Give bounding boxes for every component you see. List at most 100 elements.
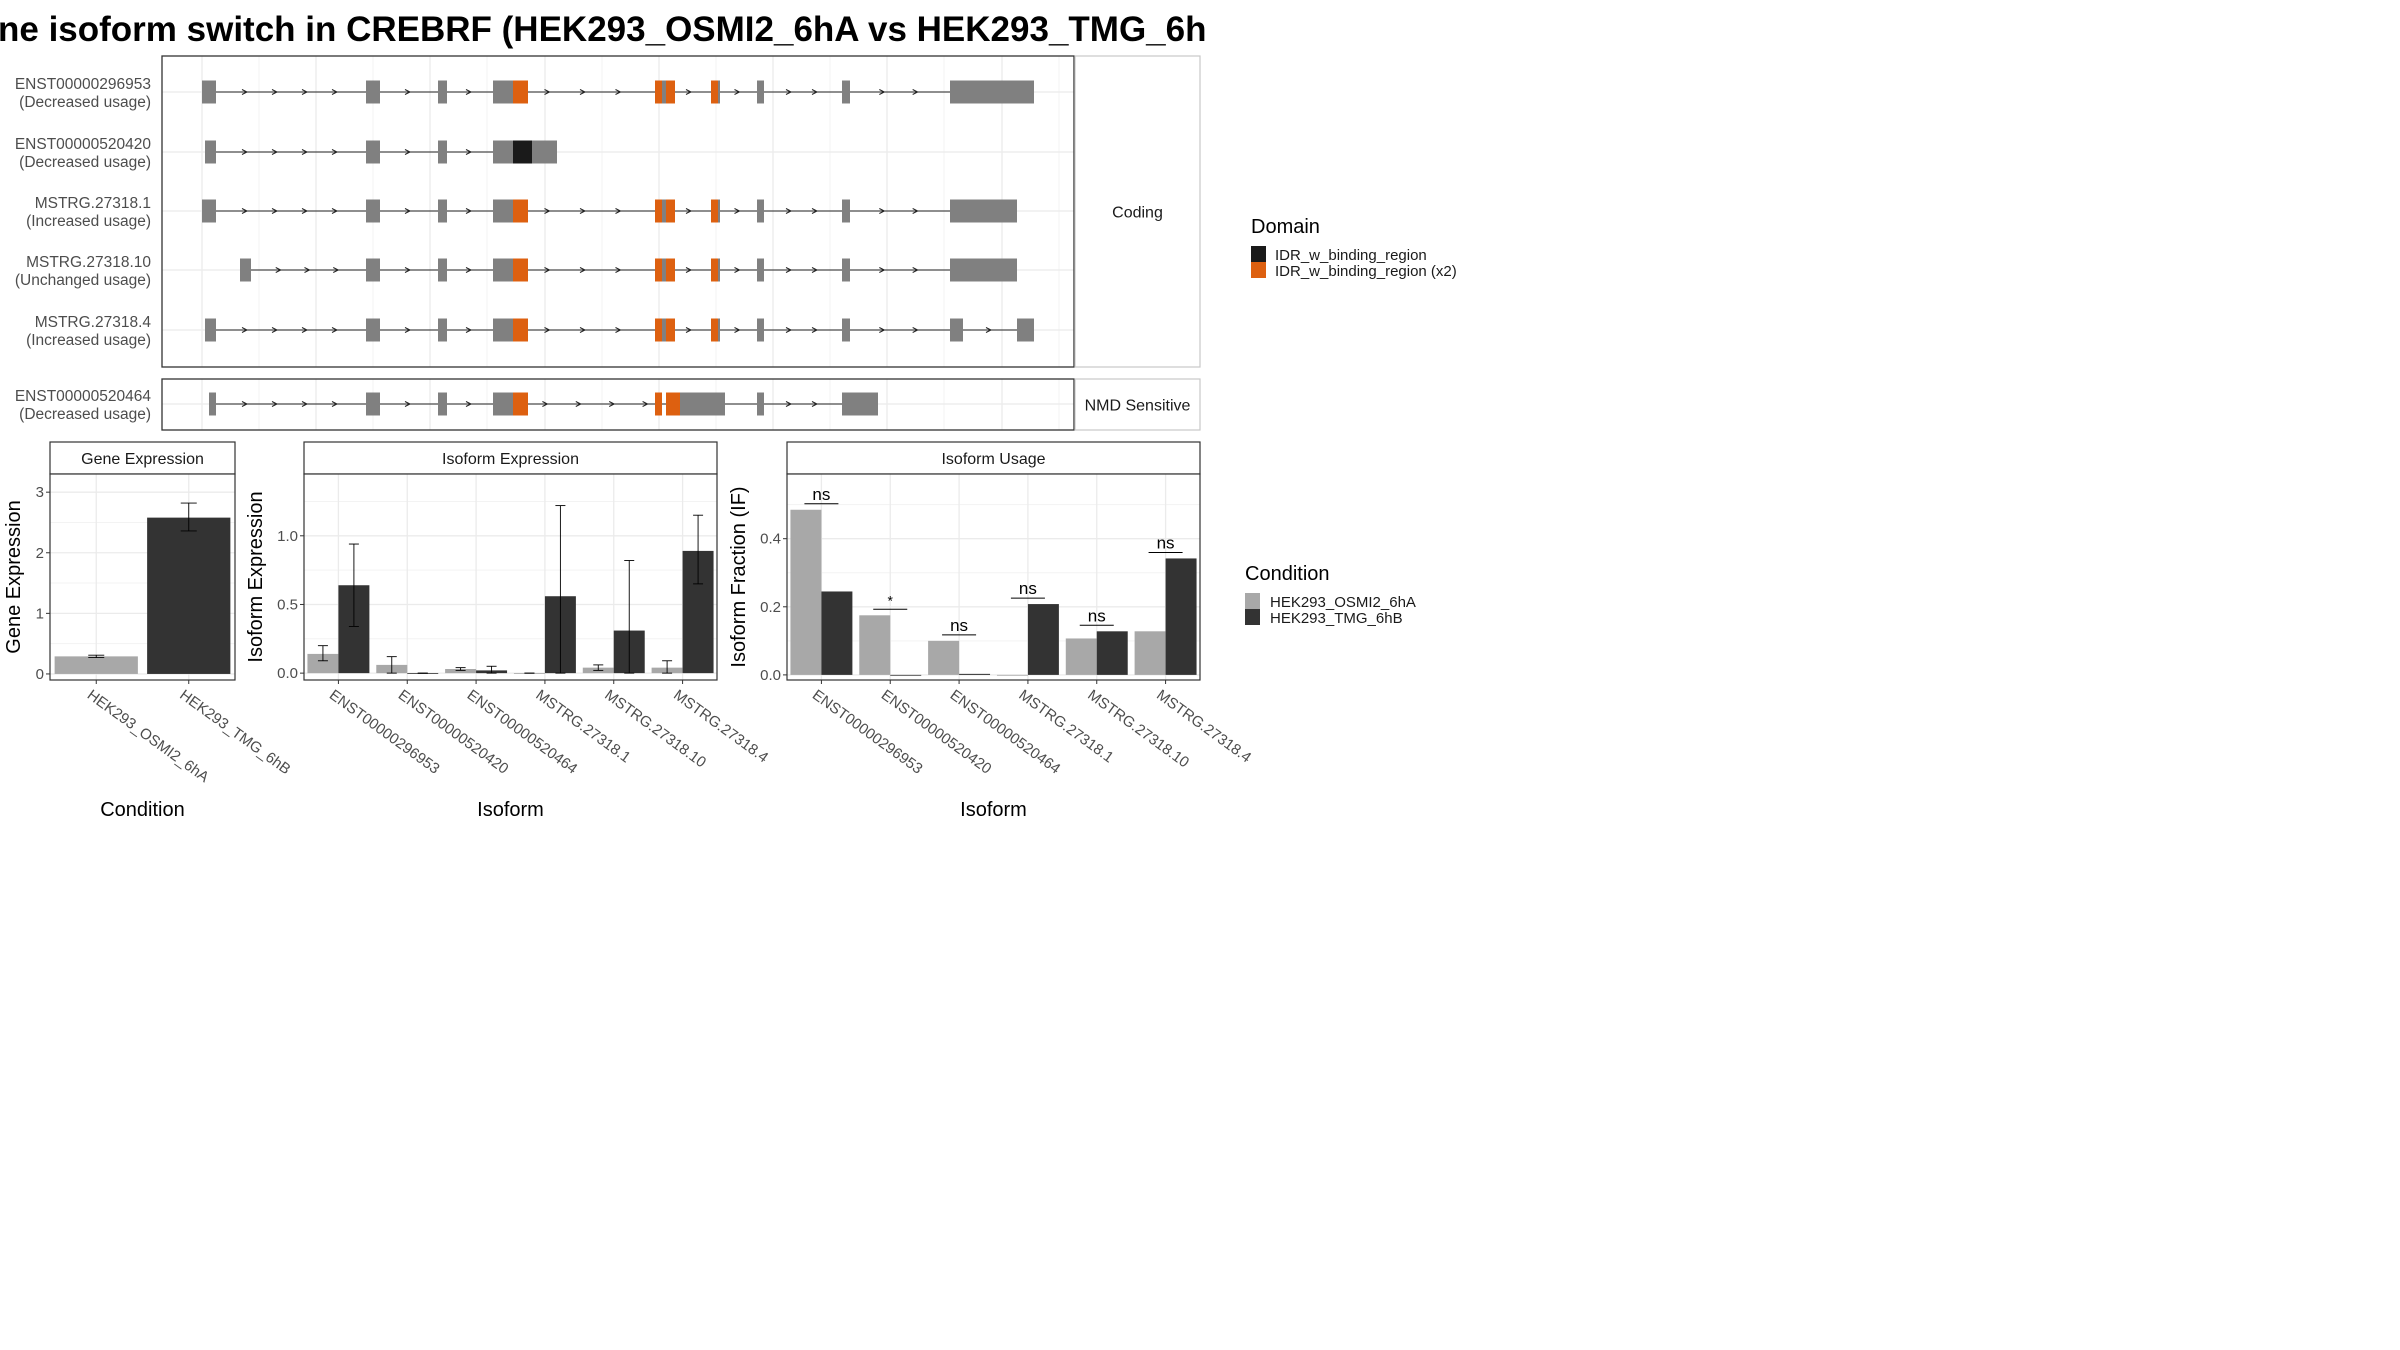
exon-block — [438, 258, 447, 282]
plot-border — [786, 473, 1201, 681]
y-tick-label: 3 — [36, 484, 44, 501]
transcript-status-label: (Unchanged usage) — [15, 272, 151, 289]
intron-arrow — [465, 401, 473, 407]
exon-block — [1017, 318, 1034, 342]
intron-arrow — [575, 401, 582, 407]
exon-block — [438, 318, 447, 342]
transcript-row: MSTRG.27318.10(Unchanged usage) — [15, 254, 1017, 289]
intron-arrow — [241, 149, 249, 155]
intron-arrow — [331, 208, 339, 214]
facet-strip — [1074, 378, 1201, 431]
intron-arrow — [811, 267, 819, 273]
intron-arrow — [544, 89, 551, 95]
plot-background — [787, 474, 1200, 680]
y-tick-label: 0.2 — [760, 599, 781, 616]
exon-block — [842, 258, 850, 282]
intron-arrow — [404, 327, 412, 333]
exon-block — [757, 392, 764, 416]
intron-arrow — [785, 401, 793, 407]
intron-arrow — [404, 267, 412, 273]
transcript-row: ENST00000520464(Decreased usage) — [15, 388, 878, 423]
intron-arrow — [579, 208, 587, 214]
domain-idr-x2-block — [711, 318, 718, 342]
intron-arrow — [811, 327, 819, 333]
domain-idr-x2-block — [666, 199, 675, 223]
transcript-id-label: MSTRG.27318.4 — [35, 314, 152, 331]
exon-block — [950, 318, 963, 342]
transcript-id-label: MSTRG.27318.10 — [26, 254, 151, 271]
intron-arrow — [271, 401, 279, 407]
exon-block — [366, 199, 380, 223]
domain-legend-swatch-idr-x2 — [1251, 262, 1266, 278]
exon-block — [366, 318, 380, 342]
bar — [1165, 558, 1197, 675]
intron-arrow — [465, 208, 473, 214]
domain-legend-title: Domain — [1251, 216, 1320, 238]
facet-strip — [303, 441, 718, 475]
exon-block — [493, 140, 513, 164]
x-axis-label: Isoform — [477, 799, 544, 821]
bar — [54, 656, 138, 674]
transcript-row: MSTRG.27318.4(Increased usage) — [26, 314, 1034, 349]
plot-background — [304, 474, 717, 680]
domain-idr-x2-block — [655, 258, 662, 282]
facet-strip — [786, 441, 1201, 475]
chart-title: Gene Expression — [81, 451, 204, 468]
domain-idr-x2-block — [666, 318, 675, 342]
intron-arrow — [579, 267, 587, 273]
transcript-id-label: ENST00000520464 — [15, 388, 152, 405]
transcript-row: MSTRG.27318.1(Increased usage) — [26, 195, 1017, 230]
intron-arrow — [271, 208, 279, 214]
exon-block — [493, 80, 513, 104]
intron-arrow — [608, 401, 616, 407]
exon-block — [842, 318, 850, 342]
panel-border — [161, 378, 1075, 431]
intron-arrow — [615, 208, 622, 214]
transcript-group-1: ENST00000520464(Decreased usage) NMD Sens… — [15, 378, 1201, 431]
exon-block — [438, 392, 447, 416]
intron-arrow — [271, 327, 279, 333]
exon-block — [202, 80, 216, 104]
domain-idr-x2-block — [513, 80, 528, 104]
transcript-status-label: (Increased usage) — [26, 213, 151, 230]
bar-chart-panels: Gene Expression0123HEK293_OSMI2_6hAHEK29… — [3, 441, 1254, 821]
bar-chart-2: Isoform Usage0.00.20.4ns*nsnsnsnsENST000… — [728, 441, 1254, 821]
transcript-status-label: (Decreased usage) — [19, 406, 151, 423]
intron-arrow — [275, 267, 282, 273]
exon-block — [493, 318, 513, 342]
facet-strip — [1074, 55, 1201, 368]
y-tick-label: 2 — [36, 545, 44, 562]
domain-legend: Domain IDR_w_binding_region IDR_w_bindin… — [1251, 216, 1457, 280]
chart-title: Isoform Usage — [941, 451, 1045, 468]
intron-arrow — [465, 267, 473, 273]
intron-arrow — [465, 327, 473, 333]
exon-block — [842, 80, 850, 104]
bar — [859, 615, 891, 675]
significance-label: ns — [950, 616, 968, 635]
significance-label: ns — [1019, 579, 1037, 598]
intron-arrow — [912, 208, 919, 214]
domain-idr-x2-block — [655, 318, 662, 342]
intron-arrow — [811, 208, 819, 214]
exon-block — [680, 392, 725, 416]
transcript-row: ENST00000296953(Decreased usage) — [15, 76, 1034, 111]
y-axis-label: Gene Expression — [3, 500, 25, 653]
transcript-status-label: (Increased usage) — [26, 332, 151, 349]
domain-legend-label-idr: IDR_w_binding_region — [1275, 247, 1427, 264]
domain-legend-label-idr-x2: IDR_w_binding_region (x2) — [1275, 263, 1457, 280]
significance-label: ns — [812, 485, 830, 504]
domain-idr-x2-block — [513, 318, 528, 342]
intron-arrow — [404, 208, 412, 214]
bar — [1027, 604, 1059, 675]
intron-arrow — [785, 208, 793, 214]
transcript-status-label: (Decreased usage) — [19, 154, 151, 171]
facet-strip-label: Coding — [1112, 205, 1163, 222]
plot-border — [49, 473, 236, 681]
condition-legend-title: Condition — [1245, 563, 1330, 585]
bar — [928, 640, 960, 675]
exon-block — [366, 258, 380, 282]
figure-title: ne isoform switch in CREBRF (HEK293_OSMI… — [0, 10, 1206, 49]
facet-strip-label: NMD Sensitive — [1085, 398, 1191, 415]
bar — [147, 517, 231, 674]
